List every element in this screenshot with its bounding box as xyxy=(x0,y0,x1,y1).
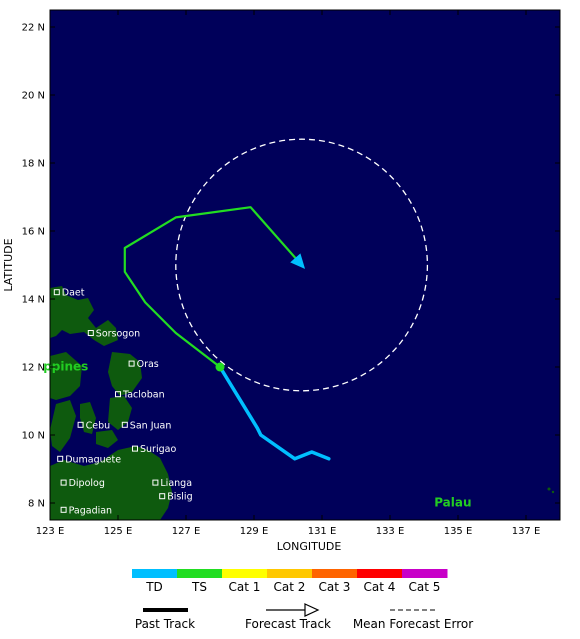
intensity-label: Cat 4 xyxy=(364,580,396,594)
place-label: Dumaguete xyxy=(65,454,121,465)
region-labels: ppines Palau xyxy=(43,359,471,509)
y-tick-label: 10 N xyxy=(22,431,45,442)
cebu-landmass xyxy=(80,402,96,434)
place-marker-icon xyxy=(77,421,84,428)
luzon-landmass xyxy=(50,286,118,346)
y-tick-label: 14 N xyxy=(22,295,45,306)
forecast-track-ts-segment xyxy=(123,206,303,368)
y-tick-label: 16 N xyxy=(22,227,45,238)
intensity-label: Cat 2 xyxy=(274,580,306,594)
track-type-legend: Past Track Forecast Track Mean Forecast … xyxy=(135,603,473,631)
past-track-legend-label: Past Track xyxy=(135,617,195,631)
place-label: Bislig xyxy=(167,492,192,503)
y-tick-label: 22 N xyxy=(22,23,45,34)
intensity-swatch xyxy=(267,569,313,578)
intensity-label: TD xyxy=(145,580,163,594)
intensity-label: Cat 1 xyxy=(229,580,261,594)
central-visayas-landmass xyxy=(50,352,82,400)
intensity-legend: TD TS Cat 1 Cat 2 Cat 3 Cat 4 Cat 5 xyxy=(132,569,448,594)
forecast-end-arrow-icon xyxy=(290,253,306,269)
mindanao-landmass xyxy=(50,446,172,520)
place-label: Sorsogon xyxy=(96,329,140,340)
intensity-swatch xyxy=(177,569,223,578)
error-legend-label: Mean Forecast Error xyxy=(353,617,473,631)
y-axis-title: LATITUDE xyxy=(2,238,15,291)
x-tick-label: 125 E xyxy=(104,526,133,537)
place-label: Pagadian xyxy=(69,505,113,516)
plot-frame xyxy=(49,9,561,521)
place-label: San Juan xyxy=(130,420,172,431)
place-marker-icon xyxy=(60,479,67,486)
place-marker-icon xyxy=(53,289,60,296)
bohol-landmass xyxy=(96,430,118,448)
mean-forecast-error-circle xyxy=(175,138,429,392)
intensity-label: Cat 5 xyxy=(409,580,441,594)
place-labels: Daet Sorsogon Oras Tacloban Cebu San Juan Suri… xyxy=(53,288,193,516)
place-marker-icon xyxy=(115,391,121,398)
place-marker-icon xyxy=(159,493,166,500)
y-tick-label: 12 N xyxy=(22,363,45,374)
place-label: Dipolog xyxy=(69,478,105,489)
x-axis-title: LONGITUDE xyxy=(277,540,342,553)
forecast-track-legend-label: Forecast Track xyxy=(245,617,331,631)
forecast-arrow-legend-icon xyxy=(304,603,320,617)
palau-islet xyxy=(547,487,551,491)
intensity-swatch xyxy=(312,569,358,578)
land-masses xyxy=(50,286,555,520)
intensity-swatch xyxy=(132,569,178,578)
place-marker-icon xyxy=(57,455,64,462)
negros-landmass xyxy=(50,400,76,452)
intensity-swatch xyxy=(402,569,448,578)
place-marker-icon xyxy=(132,445,138,452)
place-label: Oras xyxy=(137,359,159,370)
x-axis-ticks: 123 E 125 E 127 E 129 E 131 E 133 E 135 E 137 E xyxy=(36,10,541,537)
ocean-background xyxy=(50,10,560,520)
place-label: Cebu xyxy=(86,420,111,431)
place-marker-icon xyxy=(87,330,94,336)
place-marker-icon xyxy=(152,479,159,486)
place-marker-icon xyxy=(121,421,128,428)
place-label: Lianga xyxy=(160,478,192,489)
x-tick-label: 135 E xyxy=(444,526,473,537)
x-tick-label: 129 E xyxy=(240,526,269,537)
region-label: ppines xyxy=(43,359,88,373)
y-tick-label: 20 N xyxy=(22,91,45,102)
intensity-swatch xyxy=(357,569,403,578)
past-track-td-segment xyxy=(218,365,331,461)
place-marker-icon xyxy=(60,506,67,513)
leyte-landmass xyxy=(108,396,132,430)
y-tick-label: 8 N xyxy=(28,499,45,510)
intensity-label: TS xyxy=(191,580,207,594)
samar-landmass xyxy=(108,352,142,396)
y-axis-ticks: 8 N 10 N 12 N 14 N 16 N 18 N 20 N 22 N xyxy=(22,23,560,510)
place-label: Daet xyxy=(62,288,85,299)
place-label: Surigao xyxy=(140,444,176,455)
x-tick-label: 137 E xyxy=(512,526,541,537)
x-tick-label: 133 E xyxy=(376,526,405,537)
place-label: Tacloban xyxy=(122,390,165,401)
y-tick-label: 18 N xyxy=(22,159,45,170)
x-tick-label: 131 E xyxy=(308,526,337,537)
current-position-marker xyxy=(215,362,225,372)
intensity-label: Cat 3 xyxy=(319,580,351,594)
x-tick-label: 123 E xyxy=(36,526,65,537)
palau-islet xyxy=(551,490,555,494)
intensity-swatch xyxy=(222,569,268,578)
place-marker-icon xyxy=(128,360,135,367)
x-tick-label: 127 E xyxy=(172,526,201,537)
region-label: Palau xyxy=(434,495,471,509)
